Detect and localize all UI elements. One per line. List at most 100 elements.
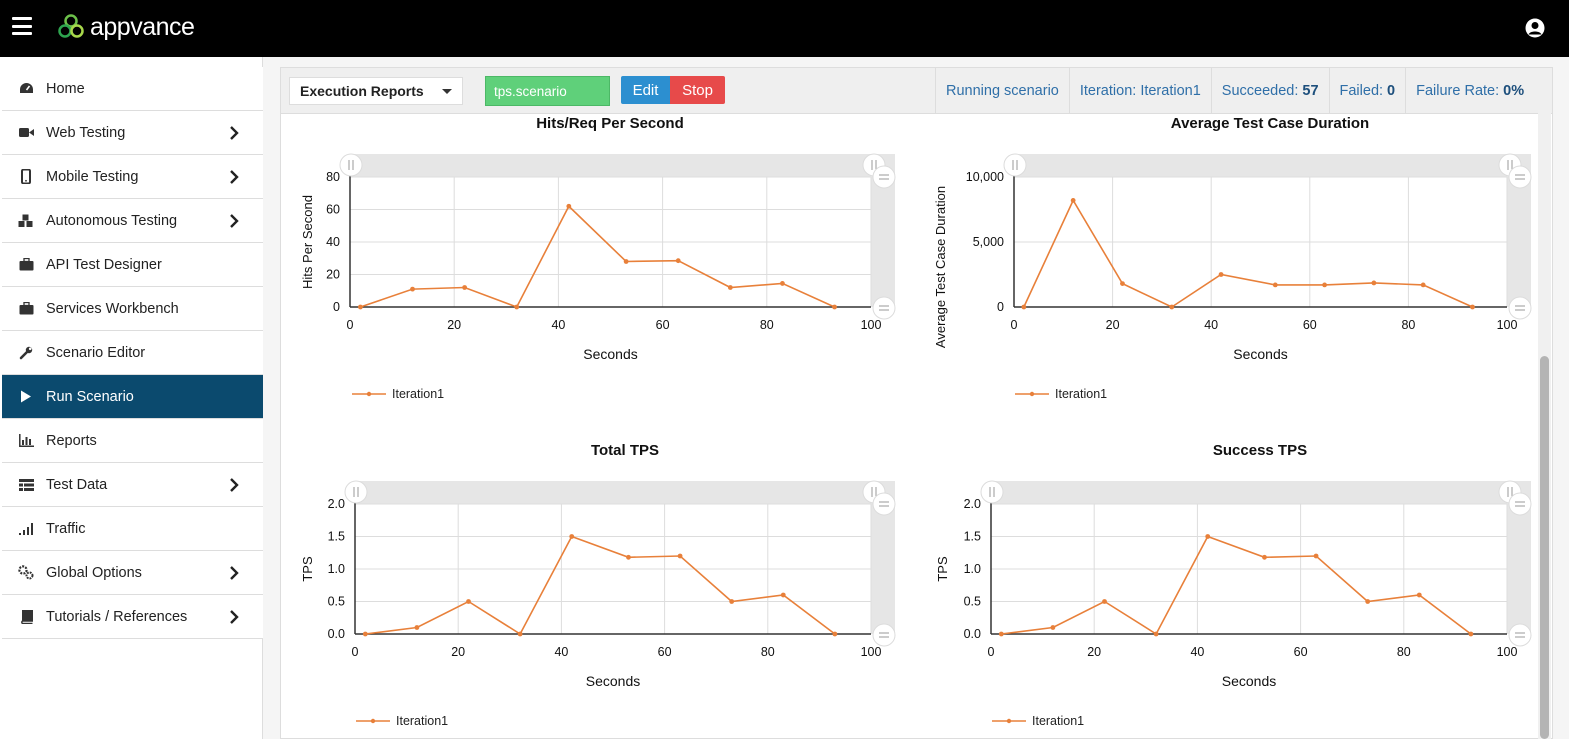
sidebar-item-services-workbench[interactable]: Services Workbench <box>2 287 263 331</box>
sidebar-item-test-data[interactable]: Test Data <box>2 463 263 507</box>
gears-icon <box>18 565 34 581</box>
x-tick-label: 80 <box>761 645 775 659</box>
x-tick-label: 100 <box>1497 645 1518 659</box>
sidebar-item-scenario-editor[interactable]: Scenario Editor <box>2 331 263 375</box>
sidebar-item-label: Traffic <box>46 520 86 537</box>
zoom-band-right <box>871 177 895 307</box>
hamburger-icon[interactable] <box>12 17 32 35</box>
sidebar-item-run-scenario[interactable]: Run Scenario <box>2 375 263 419</box>
zoom-handle-x-left <box>980 480 1004 504</box>
appvance-logo[interactable]: appvance <box>56 12 195 42</box>
data-point <box>1313 553 1319 559</box>
data-point <box>566 203 572 209</box>
zoom-handle-y-bottom <box>872 623 896 647</box>
data-point <box>998 631 1004 637</box>
series-line-iteration1 <box>1001 535 1472 636</box>
y-tick-label: 2.0 <box>328 497 345 511</box>
sidebar-item-label: API Test Designer <box>46 256 162 273</box>
x-tick-label: 20 <box>451 645 465 659</box>
sidebar: Home Web Testing Mobile Testing Autonomo… <box>0 57 263 739</box>
sidebar-item-label: Reports <box>46 432 97 449</box>
chart-avg-test-case-duration: 0 20 40 60 80 100 0 5,000 10,000 Seconds Average T… <box>933 153 1532 362</box>
sidebar-item-traffic[interactable]: Traffic <box>2 507 263 551</box>
x-tick-label: 60 <box>656 318 670 332</box>
data-point <box>1050 625 1056 630</box>
legend-line-marker <box>356 718 390 724</box>
cubes-icon <box>18 213 34 229</box>
data-point <box>1070 198 1076 203</box>
report-type-select[interactable]: Execution Reports <box>289 77 463 105</box>
sidebar-item-api-test-designer[interactable]: API Test Designer <box>2 243 263 287</box>
data-point <box>1218 272 1224 277</box>
sidebar-item-web-testing[interactable]: Web Testing <box>2 111 263 155</box>
data-point <box>1371 280 1377 286</box>
sidebar-item-tutorials-references[interactable]: Tutorials / References <box>2 595 263 639</box>
data-point <box>729 599 735 604</box>
user-circle-icon[interactable] <box>1525 18 1545 38</box>
data-point <box>1416 592 1422 598</box>
x-tick-label: 60 <box>1294 645 1308 659</box>
sidebar-item-global-options[interactable]: Global Options <box>2 551 263 595</box>
legend-hits-per-second[interactable]: Iteration1 <box>352 387 444 401</box>
sidebar-item-mobile-testing[interactable]: Mobile Testing <box>2 155 263 199</box>
stop-button[interactable]: Stop <box>670 76 725 104</box>
x-tick-label: 80 <box>760 318 774 332</box>
zoom-band-top <box>350 154 895 177</box>
legend-line-marker <box>352 391 386 397</box>
series-line-iteration1 <box>1023 198 1473 308</box>
sidebar-item-reports[interactable]: Reports <box>2 419 263 463</box>
sidebar-item-label: Services Workbench <box>46 300 179 317</box>
wrench-icon <box>18 345 34 361</box>
status-running-text: Running scenario <box>946 83 1059 99</box>
status-succeeded-label: Succeeded: <box>1221 83 1299 99</box>
sidebar-item-label: Scenario Editor <box>46 344 146 361</box>
y-tick-label: 20 <box>326 268 340 282</box>
play-icon <box>18 389 34 405</box>
data-point <box>1102 599 1107 604</box>
zoom-band-top <box>355 481 895 504</box>
x-tick-label: 60 <box>1303 318 1317 332</box>
toolbar: Execution Reports Edit Stop Running scen… <box>281 68 1552 114</box>
data-point <box>517 631 523 637</box>
status-failure-rate-value: 0% <box>1503 83 1525 99</box>
sidebar-item-label: Tutorials / References <box>46 608 188 625</box>
y-tick-label: 60 <box>326 203 340 217</box>
sidebar-item-label: Run Scenario <box>46 388 134 405</box>
y-tick-label: 0.5 <box>964 595 981 609</box>
status-failed-label: Failed: <box>1339 83 1384 99</box>
x-tick-label: 20 <box>447 318 461 332</box>
x-tick-label: 20 <box>1106 318 1120 332</box>
legend-success-tps[interactable]: Iteration1 <box>992 714 1084 728</box>
legend-total-tps[interactable]: Iteration1 <box>356 714 448 728</box>
dashboard-icon <box>18 81 34 97</box>
chart-title-avg-test-case-duration: Average Test Case Duration <box>1170 115 1370 132</box>
sidebar-item-home[interactable]: Home <box>2 67 263 111</box>
legend-avg-test-case-duration[interactable]: Iteration1 <box>1015 387 1107 401</box>
zoom-handle-y-top <box>872 165 896 189</box>
signal-icon <box>18 521 34 537</box>
sidebar-item-autonomous-testing[interactable]: Autonomous Testing <box>2 199 263 243</box>
x-tick-label: 80 <box>1397 645 1411 659</box>
legend-label: Iteration1 <box>396 714 449 728</box>
legend-line-marker <box>992 718 1026 724</box>
top-bar: appvance <box>0 0 1569 57</box>
data-point <box>1272 282 1278 288</box>
scenario-field[interactable] <box>485 76 610 106</box>
zoom-handle-x-left <box>339 153 363 177</box>
zoom-band-right <box>871 504 895 634</box>
x-tick-label: 60 <box>658 645 672 659</box>
data-point <box>1120 281 1125 286</box>
y-tick-label: 40 <box>326 235 340 249</box>
zoom-handle-y-bottom <box>1508 623 1532 647</box>
data-point <box>414 625 420 630</box>
appvance-logo-icon <box>58 14 84 38</box>
edit-button[interactable]: Edit <box>621 76 670 104</box>
x-axis-title: Seconds <box>1233 346 1287 362</box>
data-point <box>623 259 629 264</box>
zoom-handle-y-top <box>1508 492 1532 516</box>
data-point <box>1021 304 1027 310</box>
data-point <box>1169 304 1175 310</box>
data-point <box>462 285 468 290</box>
y-tick-label: 1.0 <box>964 562 981 576</box>
scrollbar-thumb[interactable] <box>1540 356 1549 739</box>
